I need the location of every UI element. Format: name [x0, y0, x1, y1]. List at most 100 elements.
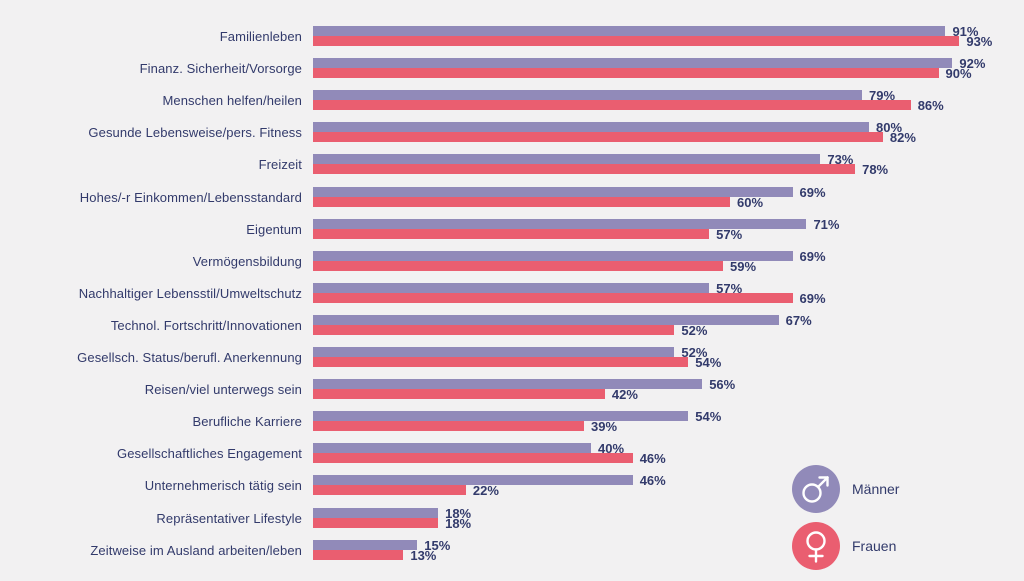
chart-row: Unternehmerisch tätig sein 46% 22%: [0, 473, 1024, 499]
value-label-maenner: 46%: [639, 473, 666, 489]
bar-maenner: [313, 539, 418, 550]
chart-row: Freizeit 73% 78%: [0, 152, 1024, 178]
chart-row: Reisen/viel unterwegs sein 56% 42%: [0, 377, 1024, 403]
bar-maenner: [313, 154, 821, 165]
chart-row: Technol. Fortschritt/Innovationen 67% 52%: [0, 312, 1024, 338]
value-label-maenner: 80%: [876, 120, 903, 136]
bar-maenner: [313, 475, 633, 486]
bar-maenner: [313, 58, 953, 69]
value-label-maenner: 69%: [799, 184, 826, 200]
bar-frauen: [313, 132, 883, 143]
bar-maenner: [313, 282, 710, 293]
value-label-maenner: 71%: [813, 216, 840, 232]
bar-frauen: [313, 517, 439, 528]
bar-frauen: [313, 485, 466, 496]
bar-frauen: [313, 453, 633, 464]
value-label-frauen: 82%: [889, 130, 916, 146]
value-label-maenner: 91%: [952, 24, 979, 39]
value-label-maenner: 69%: [799, 248, 826, 264]
category-label: Eigentum: [246, 221, 302, 237]
value-label-maenner: 67%: [785, 312, 812, 328]
value-label-maenner: 56%: [709, 377, 736, 393]
category-label: Familienleben: [219, 29, 302, 44]
bar-maenner: [313, 347, 675, 357]
chart-row: Eigentum 71% 57%: [0, 216, 1024, 242]
bar-maenner: [313, 379, 703, 390]
bar-maenner: [313, 218, 807, 229]
bar-frauen: [313, 68, 939, 79]
category-label: Gesellsch. Status/berufl. Anerkennung: [77, 350, 302, 365]
bar-frauen: [313, 549, 404, 560]
value-label-frauen: 78%: [862, 162, 889, 178]
category-label: Nachhaltiger Lebensstil/Umweltschutz: [78, 285, 302, 301]
value-label-frauen: 52%: [681, 322, 708, 338]
category-label: Hohes/-r Einkommen/Lebensstandard: [79, 189, 302, 205]
bar-frauen: [313, 100, 911, 111]
bar-maenner: [313, 314, 779, 325]
chart-row: Vermögensbildung 69% 59%: [0, 248, 1024, 274]
category-label: Menschen helfen/heilen: [162, 93, 302, 109]
chart-row: Menschen helfen/heilen 79% 86%: [0, 88, 1024, 114]
category-label: Repräsentativer Lifestyle: [156, 510, 302, 526]
chart-row: Berufliche Karriere 54% 39%: [0, 409, 1024, 435]
chart-row: Hohes/-r Einkommen/Lebensstandard 69% 60%: [0, 184, 1024, 210]
bar-frauen: [313, 357, 689, 367]
category-label: Berufliche Karriere: [192, 414, 302, 430]
male-icon: [792, 465, 840, 513]
bar-maenner: [313, 122, 869, 133]
chart-row: Gesunde Lebensweise/pers. Fitness 80% 82%: [0, 120, 1024, 146]
value-label-frauen: 39%: [591, 419, 618, 435]
female-icon: [792, 522, 840, 570]
value-label-frauen: 54%: [695, 355, 722, 370]
value-label-frauen: 60%: [737, 194, 764, 210]
bar-frauen: [313, 36, 960, 46]
category-label: Finanz. Sicherheit/Vorsorge: [139, 61, 302, 77]
value-label-maenner: 79%: [869, 88, 896, 104]
bar-maenner: [313, 443, 591, 454]
value-label-frauen: 18%: [445, 515, 472, 531]
bar-frauen: [313, 292, 793, 303]
chart-row: Zeitweise im Ausland arbeiten/leben 15% 13…: [0, 539, 1024, 563]
bar-frauen: [313, 421, 585, 432]
value-label-frauen: 22%: [472, 483, 499, 499]
value-label-frauen: 59%: [730, 258, 757, 274]
value-label-frauen: 69%: [799, 290, 826, 306]
category-label: Technol. Fortschritt/Innovationen: [110, 317, 302, 333]
value-label-frauen: 13%: [410, 547, 437, 563]
bar-maenner: [313, 411, 689, 422]
bar-frauen: [313, 260, 724, 271]
legend-label-maenner: Männer: [852, 481, 900, 497]
bar-maenner: [313, 507, 439, 518]
category-label: Freizeit: [258, 157, 302, 173]
chart-row: Familienleben 91% 93%: [0, 24, 1024, 49]
value-label-frauen: 46%: [639, 451, 666, 467]
bar-frauen: [313, 324, 675, 335]
chart-row: Finanz. Sicherheit/Vorsorge 92% 90%: [0, 56, 1024, 80]
value-label-maenner: 73%: [827, 152, 854, 168]
category-label: Gesunde Lebensweise/pers. Fitness: [88, 125, 302, 141]
value-label-maenner: 54%: [695, 409, 722, 425]
bar-frauen: [313, 389, 605, 400]
bar-maenner: [313, 186, 793, 197]
value-label-maenner: 40%: [598, 441, 625, 457]
value-label-frauen: 57%: [716, 226, 743, 242]
chart-row: Nachhaltiger Lebensstil/Umweltschutz 57% 6…: [0, 280, 1024, 306]
chart-row: Gesellschaftliches Engagement 40% 46%: [0, 441, 1024, 467]
bar-maenner: [313, 250, 793, 261]
category-label: Vermögensbildung: [192, 253, 302, 269]
category-label: Gesellschaftliches Engagement: [116, 446, 302, 462]
value-label-maenner: 57%: [716, 280, 743, 296]
legend-label-frauen: Frauen: [852, 538, 897, 554]
value-label-frauen: 42%: [611, 387, 638, 403]
value-label-maenner: 92%: [959, 56, 986, 72]
value-label-frauen: 93%: [966, 34, 993, 49]
category-label: Zeitweise im Ausland arbeiten/leben: [90, 542, 302, 558]
value-label-maenner: 52%: [681, 345, 708, 360]
value-label-frauen: 86%: [917, 98, 944, 114]
bar-frauen: [313, 228, 710, 239]
bar-frauen: [313, 164, 856, 175]
bar-frauen: [313, 196, 730, 207]
category-label: Reisen/viel unterwegs sein: [144, 382, 302, 398]
value-label-maenner: 18%: [445, 505, 472, 521]
